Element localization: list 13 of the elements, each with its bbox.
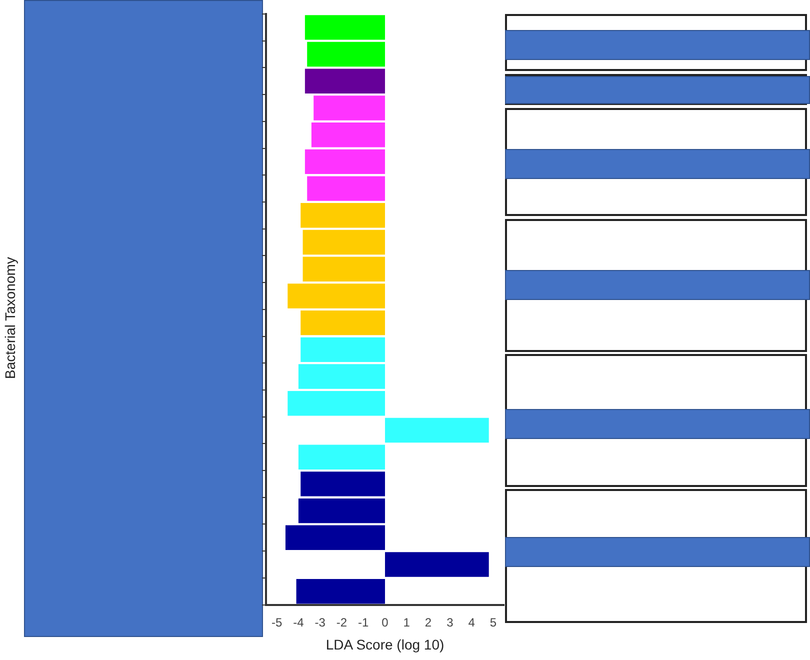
x-tick-label: 2 xyxy=(424,615,432,630)
x-tick-label: 1 xyxy=(403,615,410,630)
x-tick-label: 3 xyxy=(446,615,454,630)
x-tick-label: -4 xyxy=(293,615,304,630)
x-tick-label: 5 xyxy=(490,615,497,630)
text: Bacterial Taxonomy xyxy=(2,256,18,381)
x-tick-label: 4 xyxy=(468,615,476,630)
x-axis-title: LDA Score (log 10) xyxy=(326,636,444,652)
x-tick-label: -2 xyxy=(336,615,348,630)
x-tick-label: 0 xyxy=(382,615,389,630)
x-tick-label: -5 xyxy=(271,615,282,630)
x-tick-label: -1 xyxy=(358,615,370,630)
x-tick-label: -3 xyxy=(314,615,326,630)
